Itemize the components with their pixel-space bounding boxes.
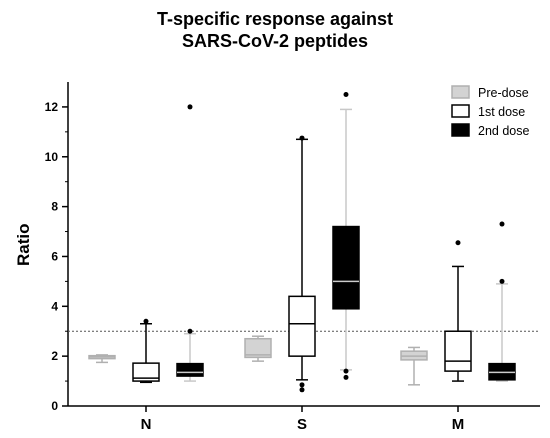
box [132,362,160,382]
box [332,225,360,310]
outlier-point [343,374,349,380]
legend-label: 1st dose [478,105,525,119]
y-tick-label: 6 [51,249,58,263]
legend-swatch [451,85,470,99]
outlier-point [343,91,349,97]
y-tick-label: 8 [51,200,58,214]
outlier-point [187,328,193,334]
legend-swatch [451,123,470,137]
chart-title-line2: SARS-CoV-2 peptides [181,31,369,51]
y-tick-label: 10 [45,150,59,164]
x-tick-label: S [297,416,307,433]
chart-title-line1: T-specific response against [156,9,394,29]
x-tick-label: N [141,416,152,433]
chart-title: T-specific response against SARS-CoV-2 p… [0,8,550,52]
box [244,337,272,359]
y-tick-label: 12 [45,100,59,114]
outlier-point [143,318,149,324]
outlier-point [499,221,505,227]
legend-label: Pre-dose [478,86,529,100]
y-tick-label: 2 [51,349,58,363]
x-tick-label: M [452,416,465,433]
outlier-point [299,387,305,393]
outlier-point [455,240,461,246]
legend-swatch [451,104,470,118]
legend-label: 2nd dose [478,124,529,138]
outlier-point [187,104,193,110]
box [444,330,472,372]
outlier-point [299,135,305,141]
outlier-point [499,278,505,284]
box [288,295,316,357]
outlier-point [299,382,305,388]
box [176,362,204,377]
y-tick-label: 0 [51,399,58,413]
outlier-point [343,368,349,374]
y-tick-label: 4 [51,299,58,313]
